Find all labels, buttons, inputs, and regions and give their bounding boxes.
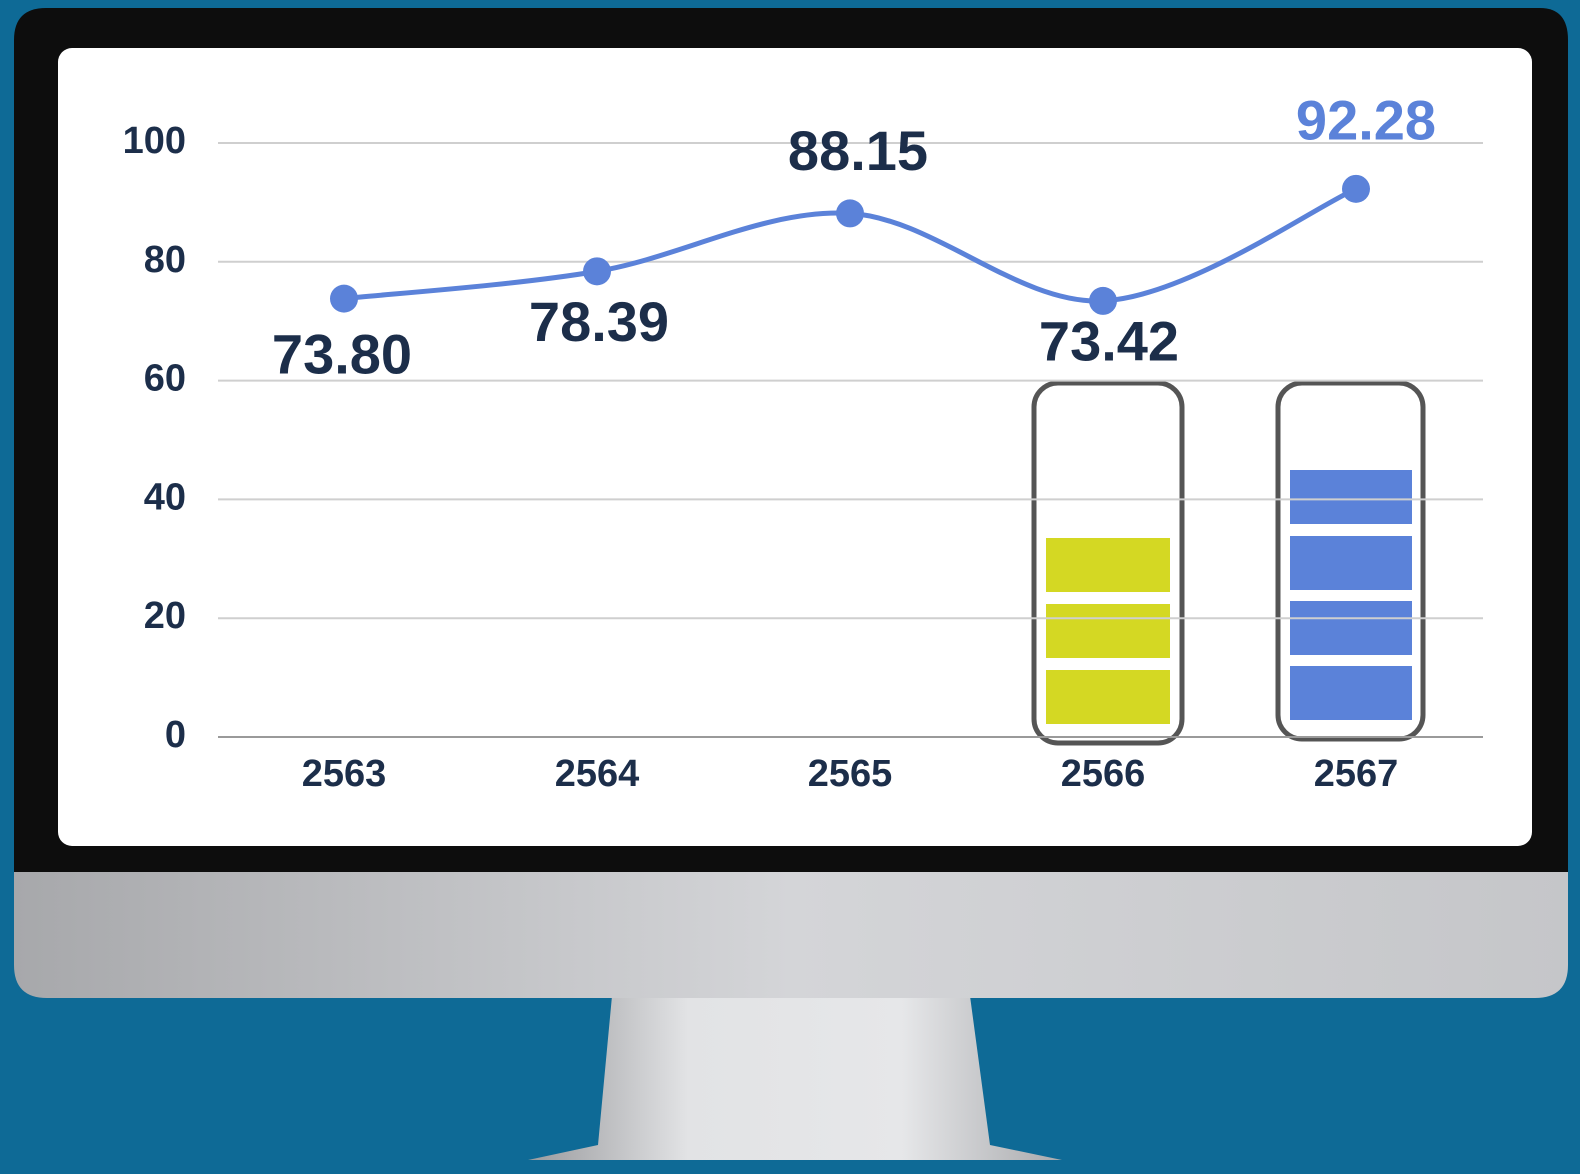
y-tick-label: 40 xyxy=(144,476,186,518)
value-label: 78.39 xyxy=(529,290,669,353)
x-tick-label: 2563 xyxy=(302,753,387,795)
value-label: 92.28 xyxy=(1296,89,1436,152)
x-tick-label: 2567 xyxy=(1314,753,1399,795)
point xyxy=(1342,174,1370,203)
battery-cell xyxy=(1046,604,1170,658)
point xyxy=(330,284,358,313)
y-tick-label: 100 xyxy=(123,120,186,162)
point xyxy=(836,199,864,228)
battery-cell xyxy=(1290,666,1412,720)
monitor-chin xyxy=(14,860,1568,998)
x-tick-label: 2566 xyxy=(1061,753,1146,795)
point xyxy=(1089,286,1117,315)
y-tick-label: 60 xyxy=(144,358,186,400)
battery-outline xyxy=(1031,380,1185,746)
battery-cell xyxy=(1290,536,1412,590)
y-tick-label: 80 xyxy=(144,239,186,281)
x-tick-label: 2565 xyxy=(808,753,893,795)
x-tick-label: 2564 xyxy=(555,753,640,795)
battery-cell xyxy=(1046,670,1170,724)
point xyxy=(583,257,611,286)
value-label: 73.80 xyxy=(272,322,412,385)
battery-cell xyxy=(1290,470,1412,524)
y-tick-label: 0 xyxy=(165,714,186,756)
stand xyxy=(528,996,1062,1160)
battery-2566 xyxy=(1031,380,1185,746)
value-label: 88.15 xyxy=(788,119,928,182)
battery-2567 xyxy=(1275,380,1426,742)
battery-cell xyxy=(1046,538,1170,592)
y-tick-label: 20 xyxy=(144,595,186,637)
battery-outline xyxy=(1275,380,1426,742)
chart: 0 20 40 60 80 100 2563 2564 2565 2566 2567 73.80 78.… xyxy=(123,89,1483,795)
battery-cell xyxy=(1290,601,1412,655)
value-label: 73.42 xyxy=(1039,310,1179,373)
